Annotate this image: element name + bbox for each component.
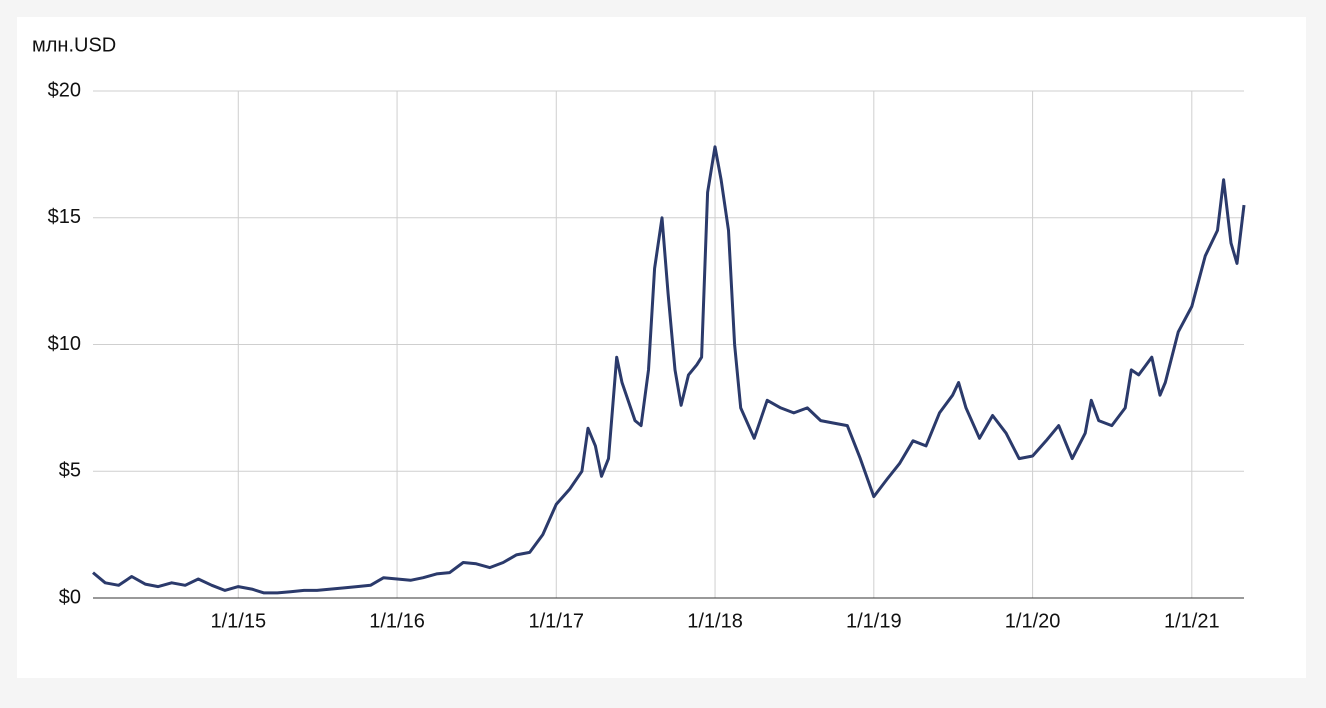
x-tick-label: 1/1/16	[369, 610, 425, 632]
y-tick-label: $0	[59, 586, 81, 608]
x-tick-label: 1/1/20	[1005, 610, 1061, 632]
x-tick-label: 1/1/18	[687, 610, 743, 632]
y-tick-label: $20	[48, 79, 81, 101]
x-tick-label: 1/1/15	[210, 610, 266, 632]
x-tick-label: 1/1/21	[1164, 610, 1220, 632]
x-tick-label: 1/1/19	[846, 610, 902, 632]
line	[92, 145, 1246, 595]
y-tick-label: $5	[59, 460, 81, 482]
x-tick-label: 1/1/17	[528, 610, 584, 632]
y-tick-label: $15	[48, 206, 81, 228]
y-tick-label: $10	[48, 333, 81, 355]
panel	[17, 17, 1306, 678]
y-axis-label: млн.USD	[32, 34, 116, 56]
